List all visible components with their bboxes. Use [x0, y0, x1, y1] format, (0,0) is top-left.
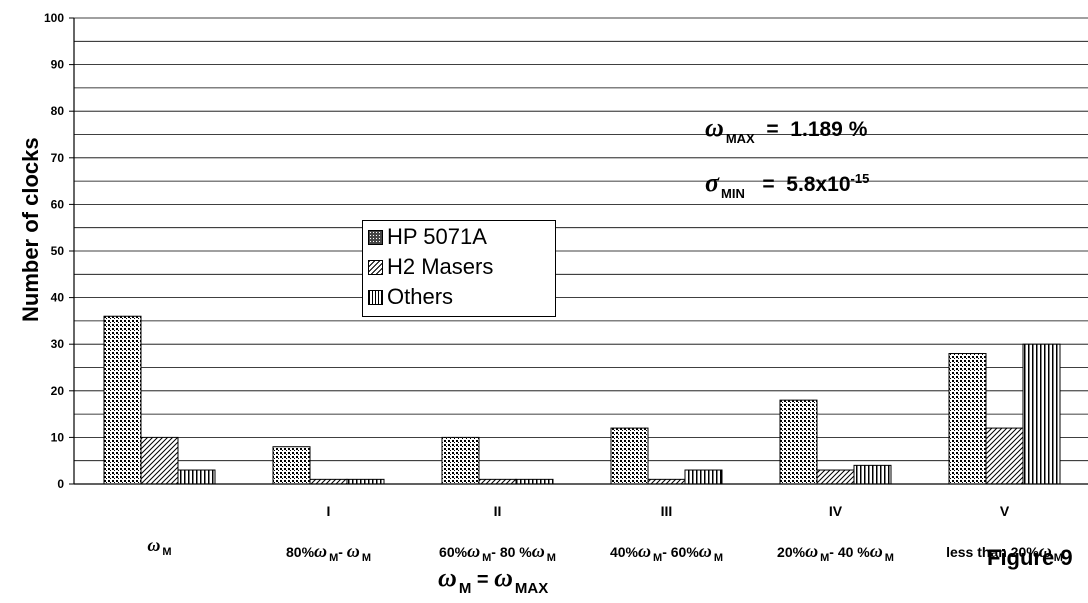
y-tick-label: 20 — [51, 384, 65, 398]
category-label: II — [493, 503, 502, 519]
bar — [478, 478, 517, 485]
bar — [985, 427, 1024, 485]
y-axis-ticks: 0 10 20 30 40 50 60 70 80 90 100 — [44, 11, 74, 491]
y-tick-label: 90 — [51, 58, 65, 72]
bar — [853, 464, 892, 485]
gridlines — [74, 17, 1088, 485]
legend-item-others: Others — [368, 284, 453, 310]
legend: HP 5071A H2 Masers Others — [362, 220, 556, 317]
category-label: IV — [828, 503, 843, 519]
legend-label: H2 Masers — [387, 254, 494, 279]
axes — [73, 18, 1088, 485]
category-label: III — [660, 503, 673, 519]
y-tick-label: 100 — [44, 11, 64, 25]
omega-max-annotation: ω MAX = 1.189 % — [705, 113, 868, 146]
category-range-label: 20%ω M- 40 %ω M — [777, 541, 894, 564]
bar — [779, 399, 818, 485]
y-tick-label: 70 — [51, 151, 65, 165]
legend-label: HP 5071A — [387, 224, 487, 249]
bar — [610, 427, 649, 485]
bar — [272, 446, 311, 485]
y-tick-label: 10 — [51, 430, 65, 444]
bar — [1022, 343, 1061, 485]
y-tick-label: 30 — [51, 337, 65, 351]
bar — [647, 478, 686, 485]
legend-swatch-dots — [368, 229, 383, 245]
bar — [816, 469, 855, 485]
bar — [684, 469, 723, 485]
legend-item-h2-masers: H2 Masers — [368, 254, 493, 280]
legend-item-hp5071a: HP 5071A — [368, 224, 487, 250]
legend-swatch-vertical — [368, 289, 383, 305]
legend-swatch-diagonal — [368, 259, 383, 275]
bar — [103, 315, 142, 485]
sigma-min-annotation: σ MIN = 5.8x10-15 — [705, 168, 870, 201]
category-label: I — [326, 503, 331, 519]
legend-label: Others — [387, 284, 454, 309]
category-label: V — [999, 503, 1010, 519]
y-tick-label: 40 — [51, 291, 65, 305]
y-tick-label: 50 — [51, 244, 65, 258]
figure-label: Figure 9 — [987, 545, 1073, 570]
category-range-label: 60%ω M- 80 %ω M — [439, 541, 556, 564]
bar — [515, 478, 554, 485]
y-tick-label: 60 — [51, 197, 65, 211]
category-range-label: 40%ω M- 60%ω M — [609, 541, 723, 564]
bar — [346, 478, 385, 485]
y-tick-label: 0 — [57, 477, 64, 491]
y-tick-label: 80 — [51, 104, 65, 118]
bar — [948, 353, 987, 485]
y-axis-label: Number of clocks — [18, 137, 43, 322]
bar — [140, 436, 179, 485]
bar — [309, 478, 348, 485]
bar — [441, 436, 480, 485]
bar-series — [103, 315, 1061, 485]
category-range-label: less than 20%ω M — [946, 541, 1063, 564]
bar — [177, 469, 216, 485]
